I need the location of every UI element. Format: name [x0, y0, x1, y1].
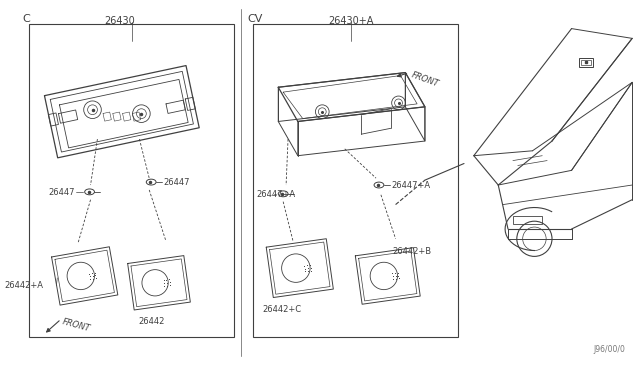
Text: 26442+B: 26442+B	[393, 247, 432, 256]
Text: C: C	[22, 14, 30, 24]
Text: CV: CV	[247, 14, 262, 24]
Text: 26447: 26447	[49, 188, 75, 197]
Text: 26447: 26447	[164, 178, 190, 187]
Bar	[513, 216, 542, 224]
Bar	[253, 24, 458, 337]
Text: 26430+A: 26430+A	[328, 16, 373, 26]
Text: 26447+A: 26447+A	[392, 181, 431, 190]
Text: 26447+A: 26447+A	[257, 190, 296, 199]
Bar	[579, 58, 593, 67]
Text: 26442+A: 26442+A	[4, 281, 44, 290]
Text: 26430: 26430	[104, 16, 135, 26]
Text: J96/00/0: J96/00/0	[593, 345, 625, 354]
Text: 26442+C: 26442+C	[262, 305, 301, 314]
Text: FRONT: FRONT	[410, 71, 440, 89]
Text: 26442: 26442	[138, 317, 164, 326]
Text: FRONT: FRONT	[61, 317, 92, 333]
Bar	[29, 24, 234, 337]
Bar	[581, 60, 591, 65]
